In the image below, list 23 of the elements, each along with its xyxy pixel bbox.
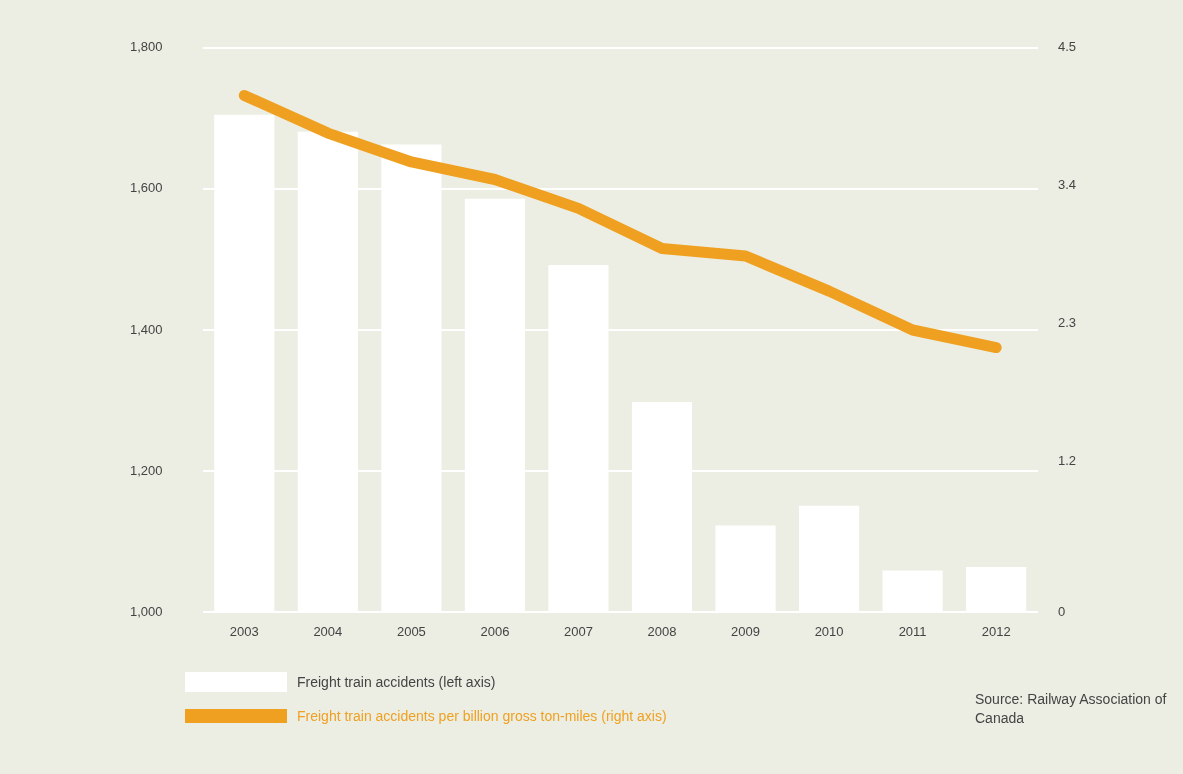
y2-tick-label: 1.2 — [1057, 453, 1077, 469]
y-tick-label: 1,000 — [129, 603, 163, 619]
x-tick-label: 2012 — [981, 623, 1011, 639]
x-tick-label: 2003 — [229, 623, 259, 639]
x-tick-label: 2010 — [814, 623, 844, 639]
y2-tick-label: 4.5 — [1057, 39, 1077, 55]
x-tick-label: 2008 — [647, 623, 677, 639]
x-tick-label: 2004 — [313, 623, 343, 639]
y2-tick-label: 3.4 — [1057, 177, 1077, 193]
series-label: Freight train accidents (left axis) — [297, 674, 496, 690]
x-tick-label: 2005 — [396, 623, 426, 639]
y-tick-label: 1,600 — [129, 180, 163, 196]
y-tick-label: 1,800 — [129, 39, 163, 55]
x-tick-label: 2006 — [480, 623, 510, 639]
x-tick-label: 2007 — [564, 623, 593, 639]
y-tick-label: 1,200 — [129, 462, 163, 478]
x-tick-label: 2011 — [898, 623, 927, 639]
y2-tick-label: 0 — [1057, 603, 1066, 619]
x-tick-label: 2009 — [731, 623, 760, 639]
y2-tick-label: 2.3 — [1057, 315, 1077, 331]
y-tick-label: 1,400 — [129, 321, 163, 337]
source-note: Source: Railway Association of Canada — [975, 690, 1168, 728]
text: Freight train accidents per billion gross ton-miles (right axis) — [297, 708, 667, 724]
